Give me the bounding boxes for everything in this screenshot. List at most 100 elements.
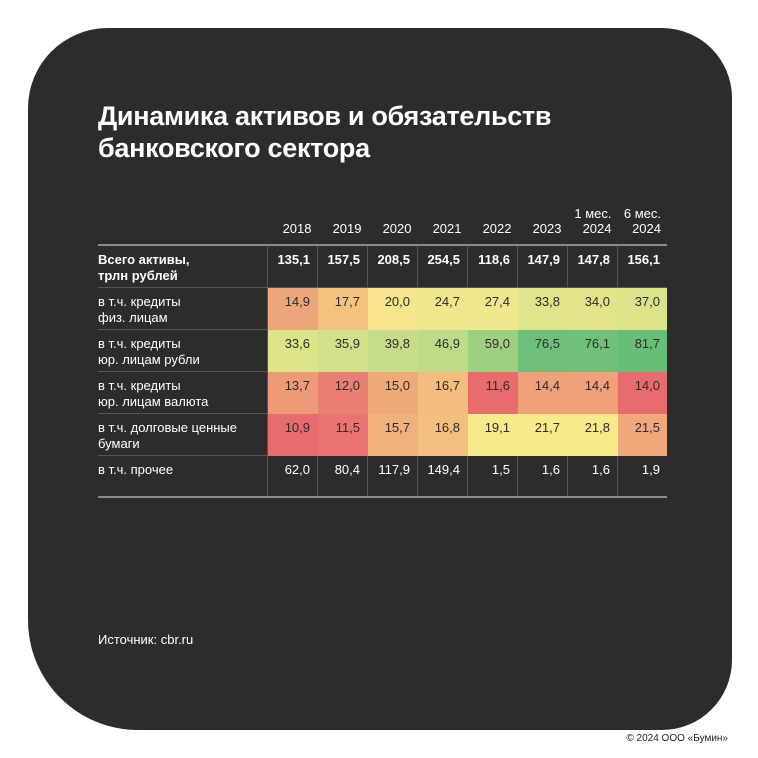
table-cell: 1,9 [617, 454, 667, 498]
column-header-line2: 2024 [582, 221, 612, 236]
table-cell: 21,8 [567, 412, 618, 456]
column-header-line1 [318, 206, 362, 221]
table-cell: 1,5 [467, 454, 518, 498]
column-header-line1: 6 мес. [623, 206, 661, 221]
table-cell: 62,0 [267, 454, 318, 498]
column-header-line1 [418, 206, 462, 221]
column-header-line2: 2022 [482, 221, 512, 236]
column-header-line2: 2023 [532, 221, 562, 236]
table-cell: 27,4 [467, 286, 518, 330]
table-cell: 34,0 [567, 286, 618, 330]
column-header-line1 [468, 206, 512, 221]
table-cell: 16,8 [417, 412, 468, 456]
table-cell: 76,5 [517, 328, 568, 372]
table-cell: 15,0 [367, 370, 418, 414]
table-cell: 39,8 [367, 328, 418, 372]
table-row: в т.ч. долговые ценные бумаги 10,9 11,5 15,7… [98, 412, 667, 456]
table-cell: 13,7 [267, 370, 318, 414]
table-cell: 17,7 [317, 286, 368, 330]
table-cell: 35,9 [317, 328, 368, 372]
table-cell: 81,7 [617, 328, 667, 372]
copyright: © 2024 ООО «Бумин» [626, 733, 728, 744]
table-cell: 11,5 [317, 412, 368, 456]
table-cell: 80,4 [317, 454, 368, 498]
table-row: в т.ч. кредиты физ. лицам 14,9 17,7 20,0 24,7… [98, 286, 667, 330]
table-cell: 37,0 [617, 286, 667, 330]
row-label-line: трлн рублей [98, 268, 178, 283]
row-label-line: юр. лицам рубли [98, 351, 200, 367]
table-cell: 254,5 [417, 244, 468, 288]
source-note: Источник: cbr.ru [98, 632, 194, 647]
table-cell: 24,7 [417, 286, 468, 330]
table-cell: 33,6 [267, 328, 318, 372]
page-title: Динамика активов и обязательств банковск… [98, 101, 552, 163]
table-cell: 117,9 [367, 454, 418, 498]
table-cell: 33,8 [517, 286, 568, 330]
column-header-line2: 2019 [332, 221, 362, 236]
row-label-line: юр. лицам валюта [98, 393, 209, 409]
row-label-line: в т.ч. кредиты [98, 335, 181, 351]
column-header: 2019 [317, 192, 368, 246]
column-header: 2020 [367, 192, 418, 246]
table-cell: 156,1 [617, 244, 667, 288]
row-label-line: в т.ч. долговые ценные [98, 419, 237, 435]
data-table: 2018 2019 2020 2021 2022 2023 1 мес. 2024 6… [98, 192, 667, 498]
row-label: в т.ч. кредиты юр. лицам валюта [98, 370, 268, 414]
column-header-line1 [268, 206, 312, 221]
column-header-line2: 2024 [632, 221, 661, 236]
row-label-line: в т.ч. прочее [98, 461, 174, 477]
column-header: 2018 [267, 192, 318, 246]
table-cell: 21,7 [517, 412, 568, 456]
row-label: в т.ч. долговые ценные бумаги [98, 412, 268, 456]
table-cell: 11,6 [467, 370, 518, 414]
table-cell: 76,1 [567, 328, 618, 372]
table-cell: 14,0 [617, 370, 667, 414]
table-cell: 20,0 [367, 286, 418, 330]
table-cell: 14,9 [267, 286, 318, 330]
table-row: в т.ч. кредиты юр. лицам рубли 33,6 35,9 39,… [98, 328, 667, 372]
table-cell: 135,1 [267, 244, 318, 288]
table-cell: 1,6 [517, 454, 568, 498]
row-label-line: в т.ч. кредиты [98, 377, 181, 393]
table-cell: 46,9 [417, 328, 468, 372]
column-header-line2: 2020 [382, 221, 412, 236]
table-cell: 15,7 [367, 412, 418, 456]
table-cell: 147,9 [517, 244, 568, 288]
column-header: 1 мес. 2024 [567, 192, 618, 246]
corner-header [98, 192, 268, 246]
column-header: 2022 [467, 192, 518, 246]
table-cell: 147,8 [567, 244, 618, 288]
table-cell: 16,7 [417, 370, 468, 414]
row-label: в т.ч. прочее [98, 454, 268, 498]
column-header: 6 мес. 2024 [617, 192, 667, 246]
table-cell: 118,6 [467, 244, 518, 288]
row-label: Всего активы, трлн рублей [98, 244, 268, 288]
table-cell: 157,5 [317, 244, 368, 288]
table-cell: 59,0 [467, 328, 518, 372]
column-header-line2: 2021 [432, 221, 462, 236]
table-cell: 21,5 [617, 412, 667, 456]
column-header-line1 [518, 206, 562, 221]
column-header-line2: 2018 [282, 221, 312, 236]
table-row: в т.ч. прочее 62,0 80,4 117,9 149,4 1,5 1,6 1,6… [98, 454, 667, 498]
table-cell: 14,4 [517, 370, 568, 414]
column-header-line1: 1 мес. [574, 206, 612, 221]
row-label: в т.ч. кредиты юр. лицам рубли [98, 328, 268, 372]
column-header: 2023 [517, 192, 568, 246]
row-label-line: бумаги [98, 435, 140, 451]
table-cell: 149,4 [417, 454, 468, 498]
table-cell: 19,1 [467, 412, 518, 456]
table-cell: 1,6 [567, 454, 618, 498]
row-label: в т.ч. кредиты физ. лицам [98, 286, 268, 330]
row-label-line: Всего активы, [98, 252, 190, 267]
table-cell: 10,9 [267, 412, 318, 456]
row-label-line: физ. лицам [98, 309, 168, 325]
table-row: Всего активы, трлн рублей 135,1 157,5 208,5 2… [98, 244, 667, 288]
row-label-line: в т.ч. кредиты [98, 293, 181, 309]
table-cell: 12,0 [317, 370, 368, 414]
table-row: в т.ч. кредиты юр. лицам валюта 13,7 12,0 15… [98, 370, 667, 414]
column-header-line1 [368, 206, 412, 221]
table-cell: 208,5 [367, 244, 418, 288]
table-cell: 14,4 [567, 370, 618, 414]
column-header: 2021 [417, 192, 468, 246]
